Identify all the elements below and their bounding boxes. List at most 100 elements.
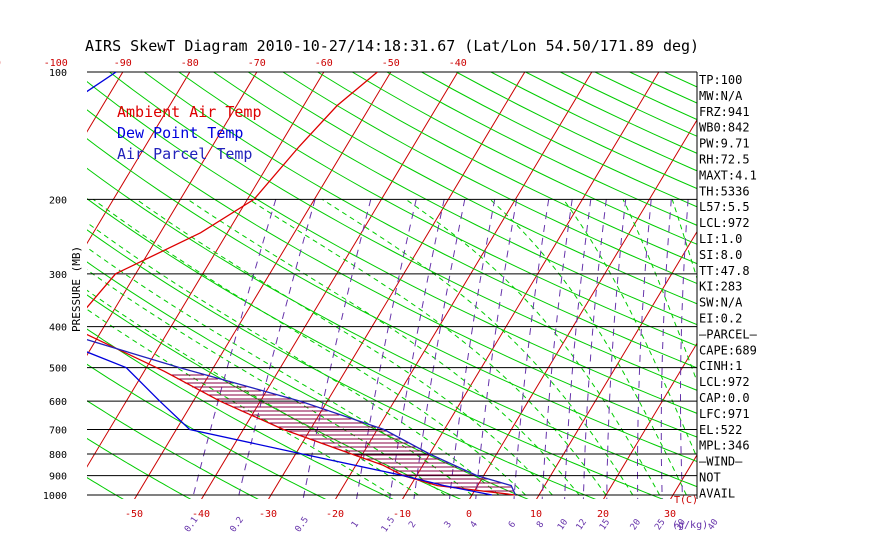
mixing-ratio-tick-label: 1 [350,520,361,530]
mixing-ratio-tick-label: 2 [407,520,418,530]
mixing-ratio-tick-label: 0.5 [294,515,312,534]
pressure-tick-label: 900 [49,472,67,483]
mixing-ratio-line [356,199,417,499]
dry-adiabat-line [178,72,697,347]
index-item: –WIND– [699,455,743,469]
mixing-ratio-tick-label: 10 [556,518,570,533]
pressure-tick-label: 700 [49,425,67,436]
moist-adiabat-line [562,199,697,459]
mixing-ratio-unit-label: (g/kg) [672,520,708,531]
index-item: LI:1.0 [699,232,742,246]
index-item: SW:N/A [699,296,743,310]
top-temp-tick-label: -110 [0,58,1,69]
index-item: LCL:972 [699,216,750,230]
chart-title: AIRS SkewT Diagram 2010-10-27/14:18:31.6… [85,37,699,55]
mixing-ratio-line [606,199,627,499]
dry-adiabat-line [87,138,697,463]
mixing-ratio-tick-label: 40 [706,518,720,533]
dry-adiabat-line [421,72,697,208]
isotherm-line [87,72,124,133]
pressure-tick-label: 300 [49,270,67,281]
top-temp-tick-label: -40 [449,58,467,69]
legend-item: Dew Point Temp [117,124,243,142]
dry-adiabat-line [87,109,697,438]
pressure-tick-label: 400 [49,323,67,334]
y-axis-label: PRESSURE (MB) [70,246,83,332]
dry-adiabat-line [629,72,697,104]
series-line [87,72,516,496]
dry-adiabat-line [317,72,697,265]
index-item: PW:9.71 [699,137,750,151]
index-item: TH:5336 [699,184,750,198]
dry-adiabat-line [838,72,870,504]
mixing-ratio-line [475,199,518,499]
mixing-ratio-line [191,199,277,499]
mixing-ratio-line [660,199,672,499]
index-item: SI:8.0 [699,248,742,262]
dry-adiabat-line [87,477,124,499]
dry-adiabat-line [87,437,192,499]
isotherm-line [87,72,325,468]
bottom-temp-tick-label: -20 [326,509,344,520]
dry-adiabat-line [87,328,394,499]
isotherm-line [87,72,258,356]
index-item: AVAIL [699,486,735,500]
isotherm-line [134,72,392,499]
mixing-ratio-line [513,199,550,499]
dry-adiabat-line [143,72,697,369]
dry-adiabat-line [386,72,697,226]
dry-adiabat-line [109,72,697,391]
dry-adiabat-line [87,167,697,488]
moist-adiabat-line [87,269,446,496]
bottom-temp-tick-label: -30 [259,509,277,520]
pressure-tick-label: 100 [49,68,67,79]
bottom-temp-tick-label: -40 [192,509,210,520]
dry-adiabat-line [734,72,870,504]
cape-area-hatch [170,374,514,492]
dry-adiabat-line [213,72,697,326]
mixing-ratio-line [680,199,689,499]
index-item: CAPE:689 [699,343,757,357]
bottom-temp-tick-label: -50 [125,509,143,520]
mixing-ratio-tick-label: 6 [507,520,518,530]
index-item: TT:47.8 [699,264,750,278]
dry-adiabat-line [282,72,697,285]
moist-adiabat-line [489,198,687,496]
mixing-ratio-line [564,199,592,499]
isobar-lines [87,71,698,499]
bottom-temp-tick-label: -10 [393,509,411,520]
index-item: MPL:346 [699,439,750,453]
mixing-ratio-line [237,199,316,499]
index-item: MAXT:4.1 [699,168,757,182]
index-item: –PARCEL– [699,327,758,341]
index-item: EI:0.2 [699,312,742,326]
dry-adiabat-line [247,72,697,305]
top-temp-tick-label: -90 [114,58,132,69]
isotherm-line [402,72,660,499]
dry-adiabat-line [87,294,462,499]
pressure-tick-label: 200 [49,195,67,206]
legend-item: Ambient Air Temp [117,103,262,121]
bottom-temp-tick-label: 20 [597,509,609,520]
mixing-ratio-line [541,199,573,499]
mixing-ratio-line [582,199,607,499]
dry-adiabat-line [87,261,529,499]
dry-adiabat-line [87,363,327,499]
isotherm-line [335,72,593,499]
dry-adiabat-line [87,198,664,499]
moist-adiabat-line [136,198,553,496]
series-line [87,339,517,496]
legend: Ambient Air Temp Dew Point Temp Air Parcel… [117,103,262,163]
mixing-ratio-line [389,199,445,499]
index-item: EL:522 [699,423,742,437]
dry-adiabat-line [87,400,259,499]
isotherm-line [603,342,697,499]
isotherm-line [87,72,191,245]
top-temp-tick-label: -50 [382,58,400,69]
mixing-ratio-tick-label: 12 [575,518,589,533]
dry-adiabat-lines [87,72,870,504]
index-item: MW:N/A [699,89,743,103]
moist-adiabat-line [87,222,500,496]
index-item: CAP:0.0 [699,391,750,405]
